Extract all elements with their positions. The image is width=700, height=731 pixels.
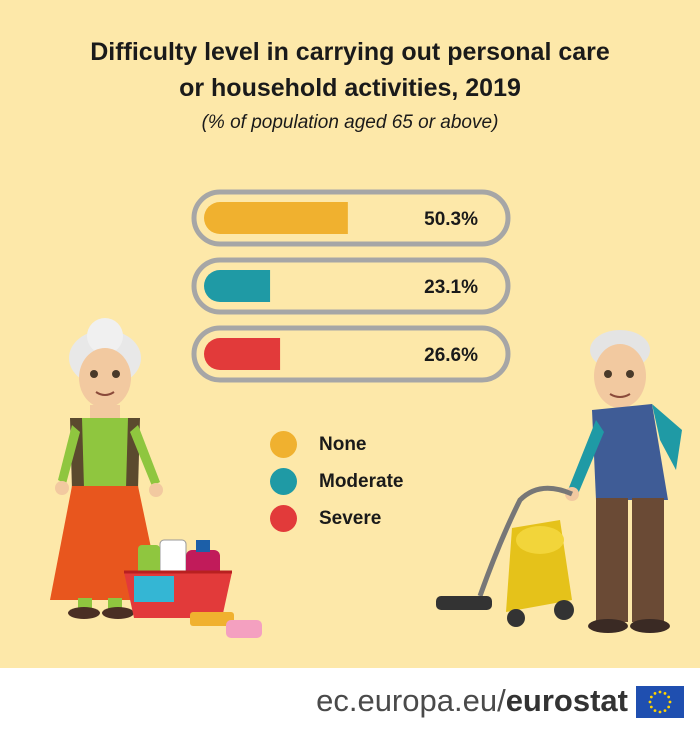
chart: 50.3% 23.1% 26.6% (50, 189, 682, 638)
data-labels: 50.3% 23.1% 26.6% (424, 209, 478, 366)
bar-moderate (204, 270, 271, 302)
footer-site: ec.europa.eu/ (316, 683, 506, 718)
legend-item-severe: Severe (270, 500, 403, 537)
data-label-none: 50.3% (424, 209, 478, 230)
grandfather-vacuum-illustration (436, 330, 682, 633)
cleaning-basket-illustration (124, 539, 262, 638)
flag-star (667, 695, 671, 699)
legend-label-severe: Severe (319, 507, 382, 529)
legend-swatch-none (270, 431, 297, 458)
flag-star (658, 710, 662, 714)
bar-none (204, 202, 348, 234)
chart-title: Difficulty level in carrying out persona… (0, 34, 700, 106)
footer: ec.europa.eu/eurostat (0, 668, 700, 731)
data-label-severe: 26.6% (424, 345, 478, 366)
eu-flag-icon (636, 686, 684, 718)
footer-source-link[interactable]: ec.europa.eu/eurostat (316, 683, 628, 719)
flag-star (648, 700, 652, 704)
flag-star (668, 700, 672, 704)
flag-star (663, 709, 667, 713)
legend-swatch-moderate (270, 468, 297, 495)
footer-brand: eurostat (505, 683, 628, 718)
grandmother-illustration (50, 318, 163, 619)
bar-severe (204, 338, 281, 370)
flag-star (663, 691, 667, 695)
flag-star (653, 691, 657, 695)
title-line-2: or household activities, 2019 (179, 74, 521, 102)
bar-series (204, 202, 348, 370)
flag-star (667, 705, 671, 709)
flag-star (658, 690, 662, 694)
legend-label-none: None (319, 433, 367, 455)
legend-item-moderate: Moderate (270, 463, 403, 500)
flag-star (653, 709, 657, 713)
data-label-moderate: 23.1% (424, 277, 478, 298)
title-line-1: Difficulty level in carrying out persona… (90, 38, 610, 66)
flag-star (649, 695, 653, 699)
chart-subtitle: (% of population aged 65 or above) (201, 112, 499, 133)
legend-item-none: None (270, 426, 403, 463)
legend-swatch-severe (270, 505, 297, 532)
flag-star (649, 705, 653, 709)
bar-track-moderate (191, 257, 511, 315)
legend: None Moderate Severe (270, 426, 403, 537)
legend-label-moderate: Moderate (319, 470, 404, 492)
